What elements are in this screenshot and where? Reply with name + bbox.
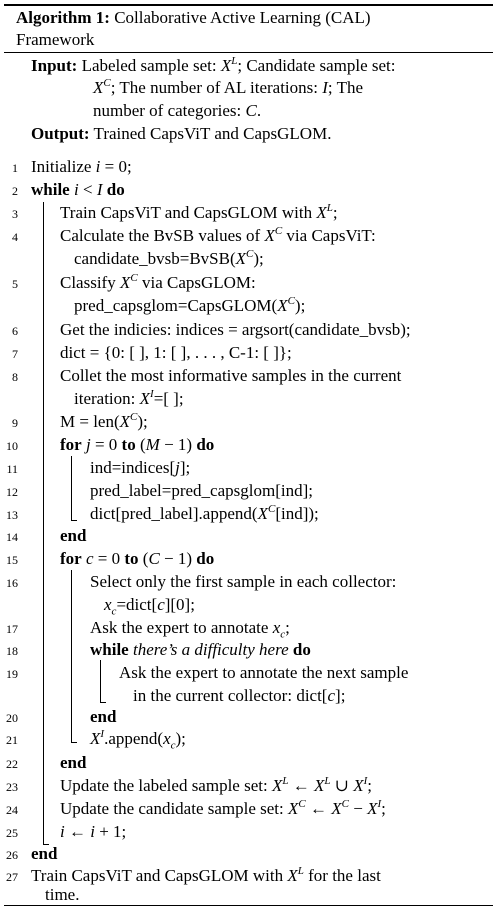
line-number: 11	[6, 462, 18, 476]
line-number: 5	[12, 277, 18, 291]
line-27-cont: time.	[45, 885, 80, 904]
line-11: ind=indices[j];	[90, 458, 191, 477]
line-number: 21	[6, 733, 18, 747]
line-number: 14	[6, 530, 18, 544]
line-9: M = len(XC);	[60, 411, 148, 432]
line-number: 10	[6, 439, 18, 453]
line-12: pred_label=pred_capsglom[ind];	[90, 481, 313, 500]
top-rule	[4, 4, 493, 6]
for-c-block-bar	[71, 570, 72, 742]
line-17: Ask the expert to annotate xc;	[90, 618, 290, 641]
while-block-foot	[43, 844, 49, 845]
line-18: while there’s a difficulty here do	[90, 640, 311, 659]
input-line-1: Input: Labeled sample set: XL; Candidate…	[31, 55, 396, 76]
while-block-bar	[43, 202, 44, 844]
line-number: 16	[6, 576, 18, 590]
line-4-cont: candidate_bvsb=BvSB(XC);	[74, 248, 264, 269]
line-14: end	[60, 526, 87, 545]
line-number: 8	[12, 370, 18, 384]
algorithm-box: Algorithm 1: Collaborative Active Learni…	[4, 4, 493, 906]
algorithm-label: Algorithm 1:	[16, 8, 110, 27]
line-number: 9	[12, 416, 18, 430]
line-10: for j = 0 to (M − 1) do	[60, 435, 215, 454]
line-16: Select only the first sample in each col…	[90, 572, 397, 591]
line-number: 26	[6, 848, 18, 862]
for-c-block-foot	[71, 742, 77, 743]
line-2: while i < I do	[31, 180, 125, 199]
line-19-cont: in the current collector: dict[c];	[133, 686, 346, 705]
algorithm-title-line-2: Framework	[16, 30, 95, 49]
line-16-cont: xc=dict[c][0];	[104, 595, 195, 618]
line-24: Update the candidate sample set: XC ← XC…	[60, 798, 386, 819]
for-j-block-foot	[71, 520, 77, 521]
line-22: end	[60, 753, 87, 772]
line-6: Get the indicies: indices = argsort(cand…	[60, 320, 411, 339]
input-line-2: XC; The number of AL iterations: I; The	[93, 77, 364, 98]
line-20: end	[90, 707, 117, 726]
output-line: Output: Trained CapsViT and CapsGLOM.	[31, 124, 332, 143]
line-number: 6	[12, 324, 18, 338]
line-8-cont: iteration: XI=[ ];	[74, 388, 184, 409]
for-j-block-bar	[71, 456, 72, 520]
line-number: 1	[12, 161, 18, 175]
line-27: Train CapsViT and CapsGLOM with XL for t…	[31, 865, 381, 886]
line-number: 19	[6, 667, 18, 681]
title-line-1: Collaborative Active Learning (CAL)	[114, 8, 371, 27]
line-number: 15	[6, 553, 18, 567]
line-number: 24	[6, 803, 18, 817]
line-number: 20	[6, 711, 18, 725]
algorithm-title: Algorithm 1: Collaborative Active Learni…	[16, 7, 371, 29]
line-number: 17	[6, 622, 18, 636]
line-number: 22	[6, 757, 18, 771]
input-line-3: number of categories: C.	[93, 101, 262, 120]
line-number: 25	[6, 826, 18, 840]
line-number: 13	[6, 508, 18, 522]
line-number: 2	[12, 184, 18, 198]
line-21: XI.append(xc);	[90, 728, 186, 752]
line-7: dict = {0: [ ], 1: [ ], . . . , C-1: [ ]…	[60, 343, 292, 362]
line-number: 12	[6, 485, 18, 499]
line-15: for c = 0 to (C − 1) do	[60, 549, 215, 568]
line-5-cont: pred_capsglom=CapsGLOM(XC);	[74, 295, 306, 316]
line-number: 18	[6, 644, 18, 658]
line-3: Train CapsViT and CapsGLOM with XL;	[60, 202, 338, 223]
line-8: Collet the most informative samples in t…	[60, 366, 402, 385]
line-number: 23	[6, 780, 18, 794]
line-23: Update the labeled sample set: XL ← XL ∪…	[60, 775, 373, 796]
line-26: end	[31, 844, 58, 863]
inner-while-block-bar	[100, 660, 101, 702]
line-number: 27	[6, 870, 18, 884]
line-4: Calculate the BvSB values of XC via Caps…	[60, 225, 376, 246]
line-number: 7	[12, 347, 18, 361]
line-number: 4	[12, 230, 18, 244]
line-13: dict[pred_label].append(XC[ind]);	[90, 503, 319, 524]
inner-while-block-foot	[100, 702, 106, 703]
line-5: Classify XC via CapsGLOM:	[60, 272, 256, 293]
line-19: Ask the expert to annotate the next samp…	[119, 663, 409, 682]
line-1: Initialize i = 0;	[31, 157, 132, 176]
line-number: 3	[12, 207, 18, 221]
line-25: i ← i + 1;	[60, 822, 127, 841]
title-rule	[4, 52, 493, 53]
